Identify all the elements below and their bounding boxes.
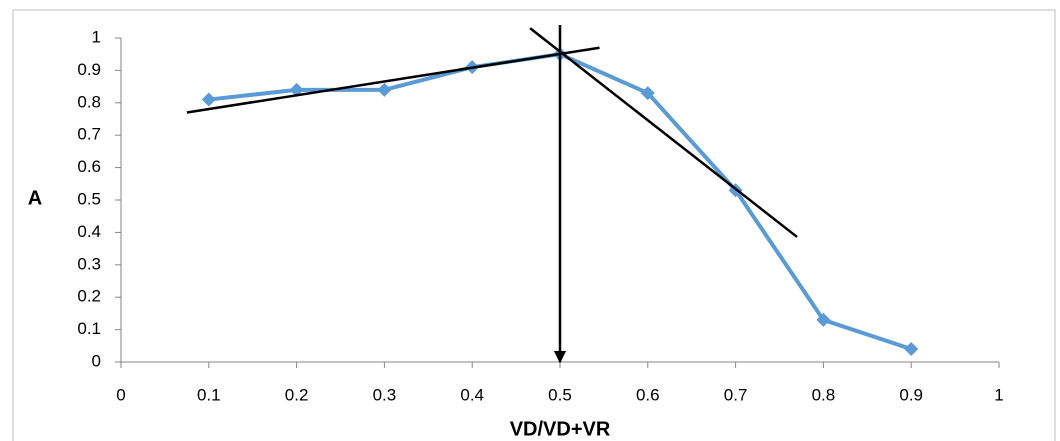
y-tick-label: 0: [92, 351, 101, 370]
x-tick-label: 1: [994, 385, 1003, 404]
y-tick-label: 0.1: [77, 319, 101, 338]
trend-line: [186, 46, 600, 114]
x-tick-label: 0.8: [812, 385, 836, 404]
x-tick-label: 0.2: [285, 385, 309, 404]
y-axis-label: A: [28, 187, 42, 209]
x-tick-label: 0.1: [197, 385, 221, 404]
data-point: [289, 82, 304, 97]
y-tick-label: 0.3: [77, 254, 101, 273]
x-tick-label: 0.5: [548, 385, 572, 404]
y-tick-label: 0.2: [77, 287, 101, 306]
x-tick-label: 0.6: [636, 385, 660, 404]
y-tick-label: 0.4: [77, 222, 101, 241]
y-tick-label: 0.9: [77, 60, 101, 79]
y-tick-label: 0.5: [77, 189, 101, 208]
data-point: [640, 86, 655, 101]
y-tick-label: 1: [92, 27, 101, 46]
data-point: [816, 312, 831, 327]
x-tick-label: 0.3: [373, 385, 397, 404]
data-point: [904, 342, 919, 357]
x-tick-label: 0.9: [899, 385, 923, 404]
data-point: [377, 82, 392, 97]
trend-line: [529, 27, 798, 238]
y-tick-label: 0.7: [77, 125, 101, 144]
x-tick-label: 0.7: [724, 385, 748, 404]
y-tick-label: 0.6: [77, 157, 101, 176]
x-tick-label: 0.4: [460, 385, 484, 404]
data-point: [201, 92, 216, 107]
y-tick-label: 0.8: [77, 92, 101, 111]
x-tick-label: 0: [116, 385, 125, 404]
x-axis-label: VD/VD+VR: [510, 418, 611, 440]
chart-border: [12, 9, 1056, 441]
